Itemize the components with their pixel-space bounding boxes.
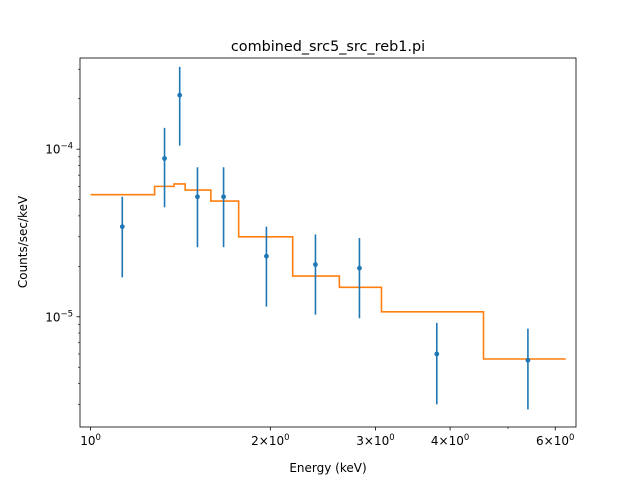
data-point — [357, 265, 362, 271]
data-point — [162, 156, 167, 161]
data-point — [195, 194, 200, 200]
data-point — [264, 253, 269, 259]
plot-frame — [79, 57, 577, 428]
x-tick-label: 100 — [80, 433, 101, 448]
x-tick-label: 2×100 — [251, 433, 289, 448]
data-point — [221, 194, 226, 200]
model-layer — [90, 183, 566, 360]
x-tick-label: 4×100 — [431, 433, 469, 448]
data-point — [119, 224, 125, 230]
data-point — [177, 92, 183, 98]
data-point — [313, 262, 318, 267]
x-axis-label: Energy (keV) — [289, 461, 366, 475]
x-tick-label: 6×100 — [536, 433, 574, 448]
chart-title: combined_src5_src_reb1.pi — [231, 39, 425, 55]
data-point — [525, 357, 531, 363]
y-axis-label: Counts/sec/keV — [16, 195, 30, 288]
ticks-layer: 100 2×100 3×100 4×100 6×100 10−5 10−4 — [45, 68, 574, 448]
y-tick-label: 10−5 — [45, 309, 73, 324]
model-step-line — [90, 183, 566, 360]
data-point — [434, 351, 440, 357]
y-tick-label: 10−4 — [45, 142, 73, 157]
data-layer — [119, 66, 531, 410]
x-tick-label: 3×100 — [356, 433, 394, 448]
